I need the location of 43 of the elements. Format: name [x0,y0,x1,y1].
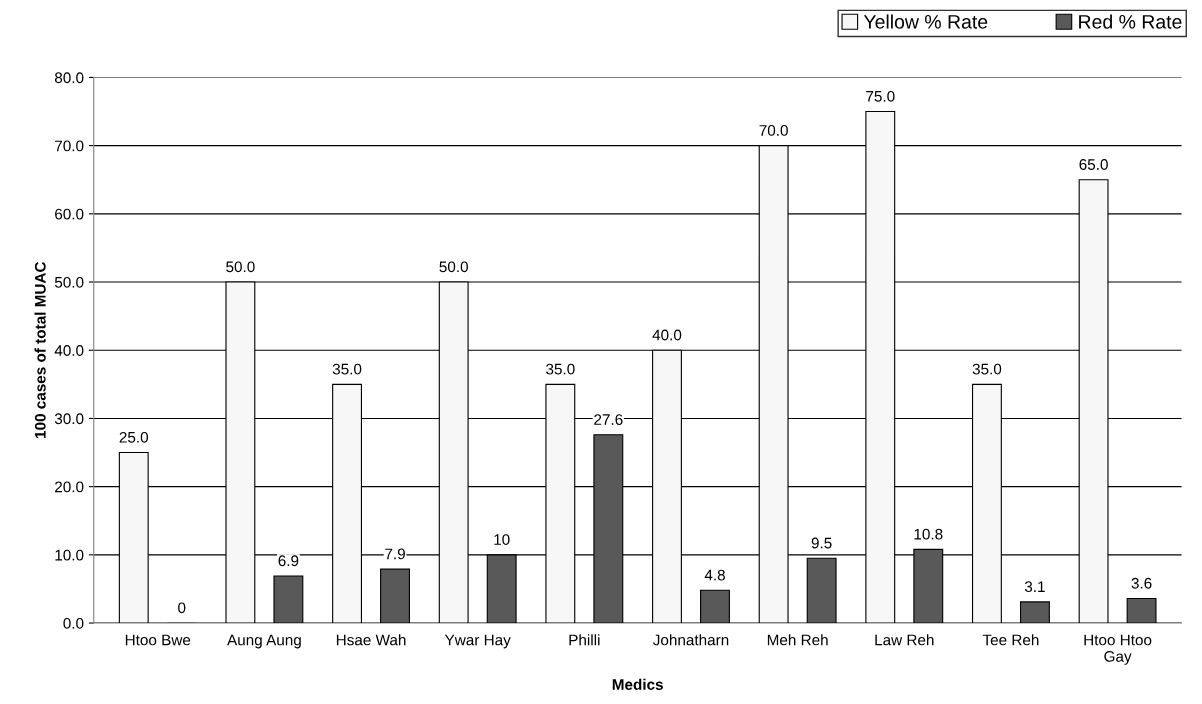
y-axis-title: 100 cases of total MUAC [34,261,46,438]
y-tick-label: 50.0 [54,276,84,288]
data-label: 9.5 [811,537,832,549]
data-label: 70.0 [759,124,788,136]
x-tick-label: Htoo Bwe [125,634,191,646]
data-label: 6.9 [278,555,299,567]
x-tick-label: Meh Reh [767,634,828,646]
x-tick-label: Tee Reh [982,634,1039,646]
legend-label: Red % Rate [1079,14,1182,29]
data-label: 75.0 [866,90,895,102]
data-label: 50.0 [226,261,255,273]
data-label: 35.0 [332,363,362,375]
y-tick-label: 0.0 [63,617,84,629]
y-tick-label: 20.0 [55,481,84,493]
data-label: 27.6 [594,414,623,425]
data-label: 65.0 [1079,159,1108,170]
data-label: 3.1 [1024,581,1045,593]
y-tick-label: 80.0 [54,72,84,84]
x-tick-label: Philli [569,634,600,646]
y-tick-label: 10.0 [55,549,84,561]
x-tick-label: Htoo Htoo Gay [1084,634,1152,665]
x-tick-label: Law Reh [875,634,934,646]
x-tick-label: Hsae Wah [336,634,406,646]
y-tick-label: 30.0 [54,413,84,425]
data-label: 4.8 [704,569,725,581]
y-tick-label: 40.0 [54,345,84,356]
x-axis-title: Medics [612,678,663,690]
x-tick-label: Aung Aung [227,634,301,649]
data-label: 3.6 [1131,577,1152,589]
x-tick-label: Ywar Hay [444,634,511,649]
data-label: 0 [178,602,186,614]
legend-label: Yellow % Rate [863,14,988,29]
data-label: 35.0 [972,363,1002,375]
y-tick-label: 70.0 [55,140,84,152]
data-label: 40.0 [652,329,682,341]
data-label: 50.0 [439,261,468,273]
data-label: 7.9 [385,548,405,560]
data-label: 10.8 [914,528,943,540]
y-tick-label: 60.0 [55,208,84,220]
x-tick-label: Johnatharn [653,634,729,646]
data-label: 25.0 [119,431,149,443]
data-label: 10 [494,534,510,545]
data-label: 35.0 [546,363,575,375]
